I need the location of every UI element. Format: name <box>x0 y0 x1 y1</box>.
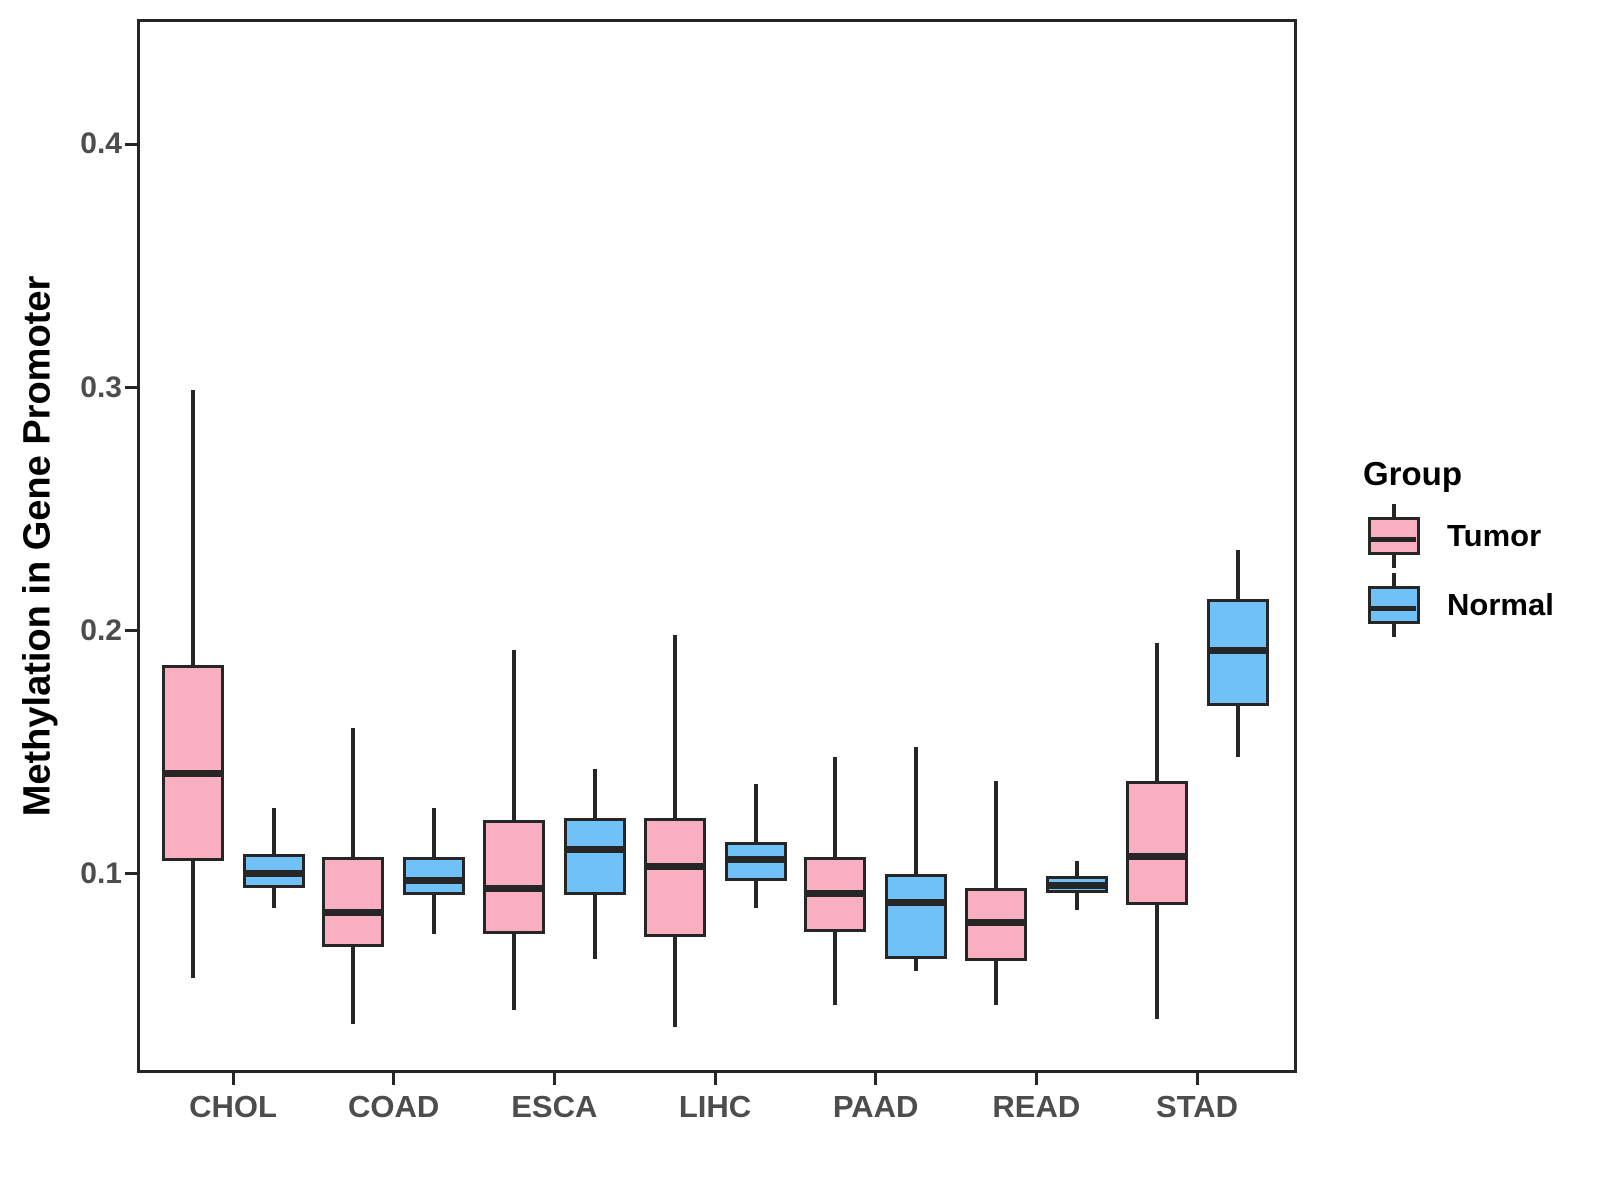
median-normal-stad <box>1206 646 1269 654</box>
x-tick-label-lihc: LIHC <box>678 1089 752 1124</box>
y-tick-label: 0.1 <box>80 856 122 890</box>
median-normal-chol <box>242 870 305 878</box>
key-box-normal <box>1368 586 1420 624</box>
median-tumor-lihc <box>643 862 706 870</box>
y-tick-label: 0.4 <box>80 127 122 161</box>
x-tick-mark <box>231 1073 235 1085</box>
x-tick-label-coad: COAD <box>348 1089 440 1124</box>
median-tumor-read <box>964 918 1027 926</box>
box-normal-esca <box>563 817 626 896</box>
whisker-normal-paad <box>914 747 919 971</box>
x-tick-label-chol: CHOL <box>189 1089 277 1124</box>
median-tumor-coad <box>322 909 385 916</box>
median-normal-paad <box>885 899 948 907</box>
y-tick-label: 0.3 <box>80 370 122 404</box>
x-tick-mark <box>1195 1073 1199 1085</box>
y-tick-mark <box>125 872 137 876</box>
x-tick-label-paad: PAAD <box>832 1089 919 1124</box>
plot-area: 0.4 0.3 0.2 0.1 CHOL COAD ESCA LIHC PAAD READ STAD <box>80 19 1297 1124</box>
median-tumor-paad <box>804 889 867 897</box>
x-tick-mark <box>392 1073 396 1085</box>
tumor-boxplot-key-icon <box>1368 504 1420 568</box>
y-axis-title: Methylation in Gene Promoter <box>16 275 59 817</box>
x-tick-label-esca: ESCA <box>511 1089 598 1124</box>
x-tick-mark <box>874 1073 878 1085</box>
box-normal-coad <box>403 856 466 896</box>
box-tumor-lihc <box>643 817 706 937</box>
legend-item-tumor: Tumor <box>1368 504 1541 568</box>
y-tick-mark <box>125 629 137 633</box>
box-tumor-stad <box>1125 781 1188 906</box>
box-tumor-coad <box>322 856 385 947</box>
x-tick-mark <box>552 1073 556 1085</box>
legend-title: Group <box>1363 455 1462 492</box>
median-normal-esca <box>563 845 626 853</box>
median-tumor-esca <box>482 884 545 892</box>
box-tumor-chol <box>161 664 224 862</box>
median-normal-read <box>1045 882 1108 890</box>
x-tick-label-stad: STAD <box>1155 1089 1239 1124</box>
median-tumor-stad <box>1125 853 1188 861</box>
x-tick-mark <box>1034 1073 1038 1085</box>
legend: Group Tumor Normal <box>1345 455 1600 675</box>
box-tumor-esca <box>482 820 545 935</box>
median-normal-lihc <box>724 855 787 863</box>
x-tick-mark <box>713 1073 717 1085</box>
x-tick-label-read: READ <box>992 1089 1081 1124</box>
normal-boxplot-key-icon <box>1368 573 1420 637</box>
median-normal-coad <box>403 877 466 885</box>
y-tick-mark <box>125 386 137 390</box>
median-tumor-chol <box>161 770 224 778</box>
box-normal-paad <box>885 873 948 959</box>
y-tick-label: 0.2 <box>80 613 122 647</box>
y-tick-mark <box>125 142 137 146</box>
key-median <box>1371 605 1416 611</box>
legend-label-normal: Normal <box>1447 587 1554 622</box>
legend-item-normal: Normal <box>1368 573 1554 637</box>
legend-label-tumor: Tumor <box>1447 518 1542 553</box>
key-median <box>1371 536 1416 542</box>
key-box-tumor <box>1368 517 1420 555</box>
